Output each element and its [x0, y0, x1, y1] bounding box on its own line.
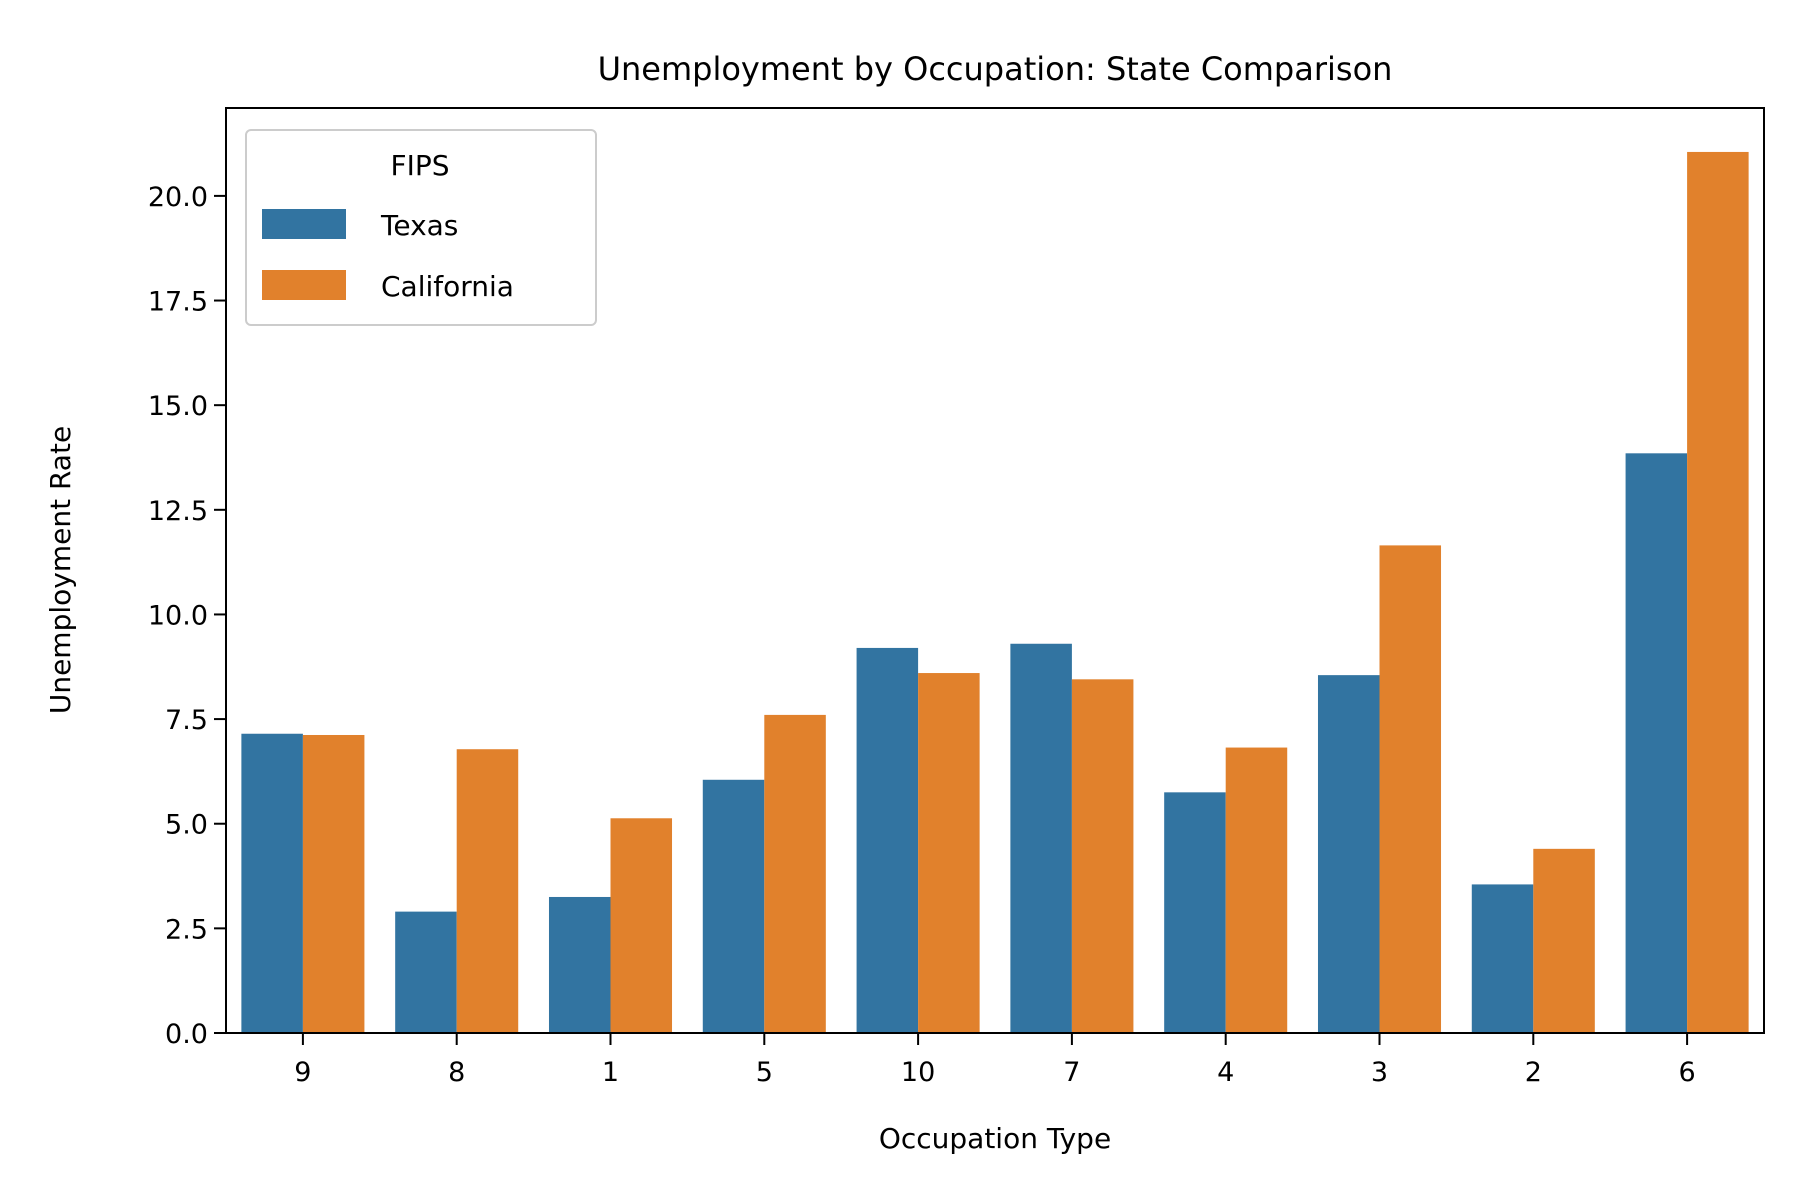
- x-axis-ticks: 9 8 1 5 10 7 4 3 2 6: [294, 1033, 1696, 1088]
- bar-texas-1: [548, 896, 611, 1033]
- bar-california-4: [1225, 747, 1288, 1033]
- bar-texas-10: [856, 647, 919, 1033]
- bar-california-6: [1687, 151, 1749, 1033]
- y-tick-label: 2.5: [165, 914, 208, 945]
- bar-california-1: [610, 818, 673, 1033]
- bar-texas-8: [395, 911, 457, 1033]
- y-axis-label: Unemployment Rate: [44, 426, 77, 714]
- x-tick-label: 3: [1371, 1057, 1388, 1088]
- legend: FIPS Texas California: [245, 129, 597, 326]
- plot-frame: [225, 107, 1765, 1034]
- x-tick-label: 4: [1217, 1057, 1234, 1088]
- x-tick-label: 9: [294, 1057, 311, 1088]
- bar-texas-6: [1625, 453, 1688, 1033]
- y-tick-label: 0.0: [165, 1019, 208, 1050]
- bar-california-3: [1379, 545, 1442, 1033]
- legend-title: FIPS: [390, 149, 449, 182]
- bar-california-7: [1071, 679, 1134, 1033]
- bar-california-2: [1533, 848, 1595, 1033]
- y-tick-label: 15.0: [148, 391, 208, 422]
- legend-label-california: California: [381, 270, 514, 303]
- x-tick-label: 8: [448, 1057, 465, 1088]
- legend-swatch-california: [262, 270, 346, 300]
- bars-layer: [241, 151, 1749, 1033]
- y-tick-label: 5.0: [165, 810, 208, 841]
- bar-california-5: [764, 714, 826, 1033]
- chart-title: Unemployment by Occupation: State Compar…: [598, 50, 1393, 88]
- bar-california-9: [302, 734, 365, 1033]
- bar-texas-5: [702, 779, 765, 1033]
- y-axis-ticks: 0.0 2.5 5.0 7.5 10.0 12.5 15.0 17.5 20.0: [148, 182, 226, 1050]
- y-tick-label: 10.0: [148, 600, 208, 631]
- x-tick-label: 1: [602, 1057, 619, 1088]
- y-tick-label: 17.5: [148, 287, 208, 318]
- x-axis-label: Occupation Type: [879, 1122, 1111, 1155]
- bar-texas-9: [241, 733, 303, 1033]
- bar-california-10: [918, 673, 980, 1033]
- x-tick-label: 10: [901, 1057, 935, 1088]
- x-tick-label: 5: [756, 1057, 773, 1088]
- legend-label-texas: Texas: [380, 209, 458, 242]
- y-tick-label: 12.5: [148, 496, 208, 527]
- legend-swatch-texas: [262, 209, 346, 239]
- bar-california-8: [456, 749, 519, 1033]
- x-tick-label: 2: [1525, 1057, 1542, 1088]
- bar-texas-2: [1471, 884, 1534, 1033]
- y-tick-label: 20.0: [148, 182, 208, 213]
- bar-texas-4: [1164, 792, 1226, 1033]
- x-tick-label: 7: [1063, 1057, 1080, 1088]
- bar-texas-7: [1010, 643, 1072, 1033]
- x-tick-label: 6: [1679, 1057, 1696, 1088]
- y-tick-label: 7.5: [165, 705, 208, 736]
- bar-texas-3: [1317, 675, 1380, 1033]
